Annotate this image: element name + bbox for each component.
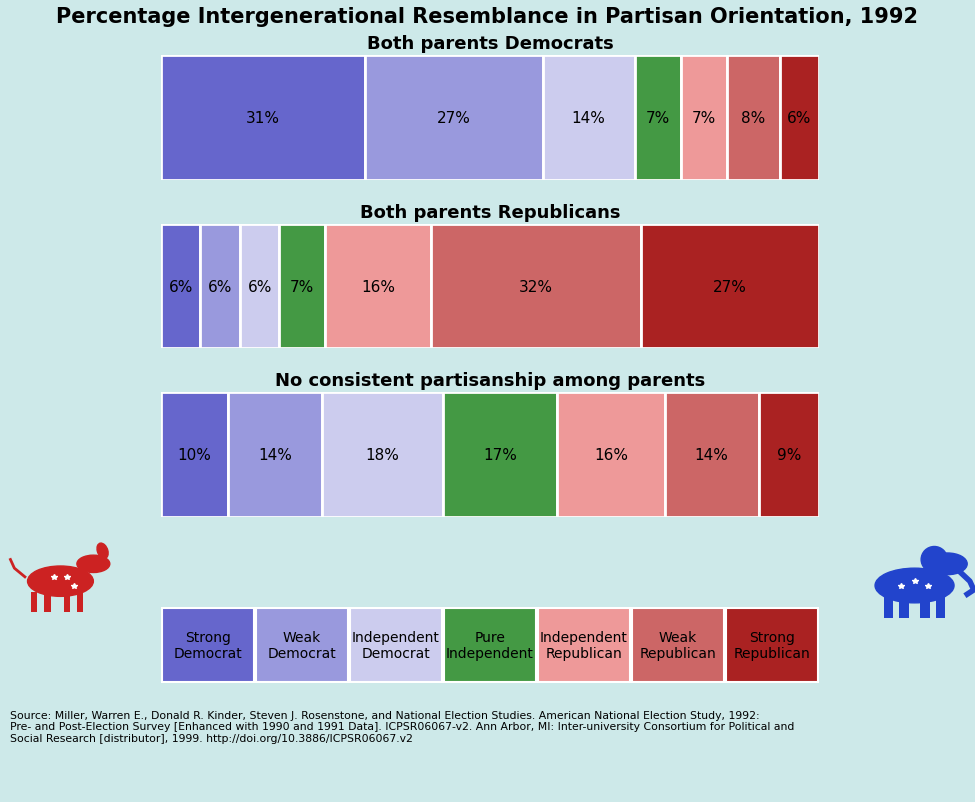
Ellipse shape — [27, 566, 94, 597]
Bar — [256, 609, 348, 682]
Bar — [445, 609, 535, 682]
Text: 31%: 31% — [246, 111, 280, 126]
Text: 14%: 14% — [258, 448, 292, 463]
Text: 27%: 27% — [714, 279, 747, 294]
Text: 7%: 7% — [291, 279, 315, 294]
Bar — [201, 225, 240, 349]
Bar — [44, 593, 51, 612]
Text: Pure
Independent: Pure Independent — [446, 630, 534, 660]
Bar — [161, 225, 201, 349]
Text: Independent
Republican: Independent Republican — [540, 630, 628, 660]
Text: Strong
Republican: Strong Republican — [733, 630, 810, 660]
Ellipse shape — [97, 544, 108, 559]
Bar — [543, 56, 635, 180]
Text: 6%: 6% — [248, 279, 272, 294]
Text: Both parents Democrats: Both parents Democrats — [367, 35, 613, 53]
Bar — [759, 393, 819, 517]
Bar — [899, 596, 909, 618]
Text: 32%: 32% — [519, 279, 553, 294]
Bar — [538, 609, 630, 682]
Text: 6%: 6% — [208, 279, 232, 294]
Text: No consistent partisanship among parents: No consistent partisanship among parents — [275, 372, 705, 390]
Text: 9%: 9% — [777, 448, 801, 463]
Bar — [936, 596, 946, 618]
Bar — [557, 393, 665, 517]
Bar — [726, 609, 818, 682]
Text: Weak
Republican: Weak Republican — [640, 630, 717, 660]
Bar — [350, 609, 442, 682]
Bar — [635, 56, 681, 180]
Text: 16%: 16% — [361, 279, 395, 294]
Text: 10%: 10% — [177, 448, 212, 463]
Text: 17%: 17% — [483, 448, 517, 463]
Text: 8%: 8% — [741, 111, 765, 126]
Ellipse shape — [875, 569, 954, 603]
Text: 14%: 14% — [694, 448, 728, 463]
Text: Independent
Democrat: Independent Democrat — [352, 630, 440, 660]
Text: 18%: 18% — [366, 448, 400, 463]
Text: 27%: 27% — [437, 111, 471, 126]
Bar — [665, 393, 759, 517]
Bar — [63, 593, 70, 612]
Bar — [322, 393, 443, 517]
Text: 14%: 14% — [571, 111, 605, 126]
Text: 6%: 6% — [169, 279, 193, 294]
Ellipse shape — [921, 547, 948, 573]
Bar — [161, 393, 228, 517]
Text: Source: Miller, Warren E., Donald R. Kinder, Steven J. Rosenstone, and National : Source: Miller, Warren E., Donald R. Kin… — [10, 710, 794, 743]
Bar — [161, 56, 365, 180]
Text: Both parents Republicans: Both parents Republicans — [360, 204, 620, 221]
Bar — [443, 393, 557, 517]
Bar — [632, 609, 723, 682]
Text: Percentage Intergenerational Resemblance in Partisan Orientation, 1992: Percentage Intergenerational Resemblance… — [57, 7, 918, 27]
Bar — [77, 593, 84, 612]
Text: 16%: 16% — [594, 448, 628, 463]
Ellipse shape — [77, 556, 110, 573]
Bar — [228, 393, 322, 517]
Text: 7%: 7% — [691, 111, 716, 126]
Bar — [431, 225, 642, 349]
Bar — [642, 225, 819, 349]
Bar — [240, 225, 279, 349]
Bar — [681, 56, 727, 180]
Bar — [780, 56, 819, 180]
Bar — [920, 596, 930, 618]
Text: 6%: 6% — [787, 111, 811, 126]
Bar — [31, 593, 37, 612]
Bar — [365, 56, 543, 180]
Text: 7%: 7% — [645, 111, 670, 126]
Text: Weak
Democrat: Weak Democrat — [267, 630, 336, 660]
Text: Strong
Democrat: Strong Democrat — [174, 630, 242, 660]
Bar — [727, 56, 780, 180]
Bar — [326, 225, 431, 349]
Bar — [162, 609, 254, 682]
Bar — [883, 596, 893, 618]
Ellipse shape — [928, 553, 967, 575]
Bar — [279, 225, 326, 349]
